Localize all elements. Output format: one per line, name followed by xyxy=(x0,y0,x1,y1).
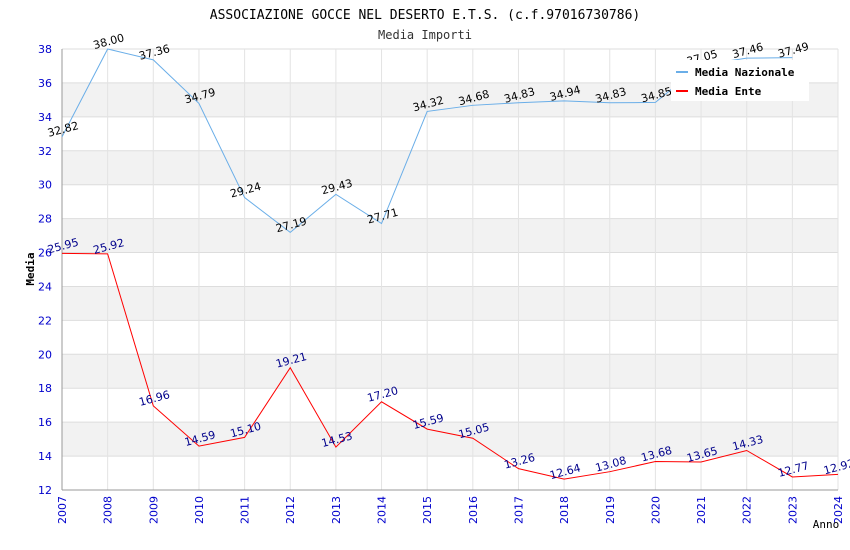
data-label: 12.92 xyxy=(822,457,850,478)
y-tick-label: 34 xyxy=(38,111,52,124)
x-tick-label: 2024 xyxy=(832,496,845,524)
y-tick-label: 24 xyxy=(38,280,52,293)
y-tick-label: 20 xyxy=(38,348,52,361)
y-tick-label: 12 xyxy=(38,484,52,497)
x-tick-label: 2007 xyxy=(56,496,69,524)
x-tick-label: 2016 xyxy=(467,496,480,524)
grid-band xyxy=(62,286,838,321)
y-tick-label: 22 xyxy=(38,314,52,327)
x-tick-label: 2014 xyxy=(376,496,389,524)
x-tick-label: 2008 xyxy=(102,496,115,524)
series-line-media-nazionale xyxy=(61,48,793,233)
legend: Media Nazionale Media Ente xyxy=(671,60,809,101)
y-tick-label: 26 xyxy=(38,247,52,260)
data-label: 37.49 xyxy=(777,40,811,61)
y-tick-label: 30 xyxy=(38,179,52,192)
y-tick-label: 36 xyxy=(38,77,52,90)
x-tick-label: 2022 xyxy=(741,496,754,524)
x-tick-label: 2017 xyxy=(512,496,525,524)
legend-label: Media Nazionale xyxy=(695,66,795,79)
x-tick-label: 2023 xyxy=(786,496,799,524)
legend-label: Media Ente xyxy=(695,85,762,98)
background-bands xyxy=(62,82,838,457)
y-tick-label: 28 xyxy=(38,213,52,226)
y-tick-label: 14 xyxy=(38,450,52,463)
y-tick-label: 32 xyxy=(38,145,52,158)
grid-band xyxy=(62,422,838,457)
x-tick-label: 2015 xyxy=(421,496,434,524)
x-axis-label: Anno xyxy=(813,518,840,531)
chart-title: ASSOCIAZIONE GOCCE NEL DESERTO E.T.S. (c… xyxy=(210,8,640,23)
x-tick-label: 2009 xyxy=(147,496,160,524)
x-tick-label: 2021 xyxy=(695,496,708,524)
chart-subtitle: Media Importi xyxy=(378,28,472,42)
data-label: 37.36 xyxy=(137,42,171,63)
y-tick-label: 38 xyxy=(38,43,52,56)
x-tick-label: 2010 xyxy=(193,496,206,524)
x-tick-label: 2013 xyxy=(330,496,343,524)
x-tick-label: 2012 xyxy=(284,496,297,524)
x-tick-label: 2019 xyxy=(604,496,617,524)
y-tick-label: 18 xyxy=(38,382,52,395)
x-tick-label: 2018 xyxy=(558,496,571,524)
series-lines xyxy=(61,48,839,480)
series-line-media-ente xyxy=(61,252,839,480)
x-tick-label: 2011 xyxy=(239,496,252,524)
grid-band xyxy=(62,218,838,253)
data-label: 16.96 xyxy=(137,388,171,409)
y-tick-label: 16 xyxy=(38,416,52,429)
grid-band xyxy=(62,354,838,389)
legend-box xyxy=(671,60,809,101)
x-tick-label: 2020 xyxy=(649,496,662,524)
y-axis-label: Media xyxy=(24,252,37,285)
grid-band xyxy=(62,150,838,185)
